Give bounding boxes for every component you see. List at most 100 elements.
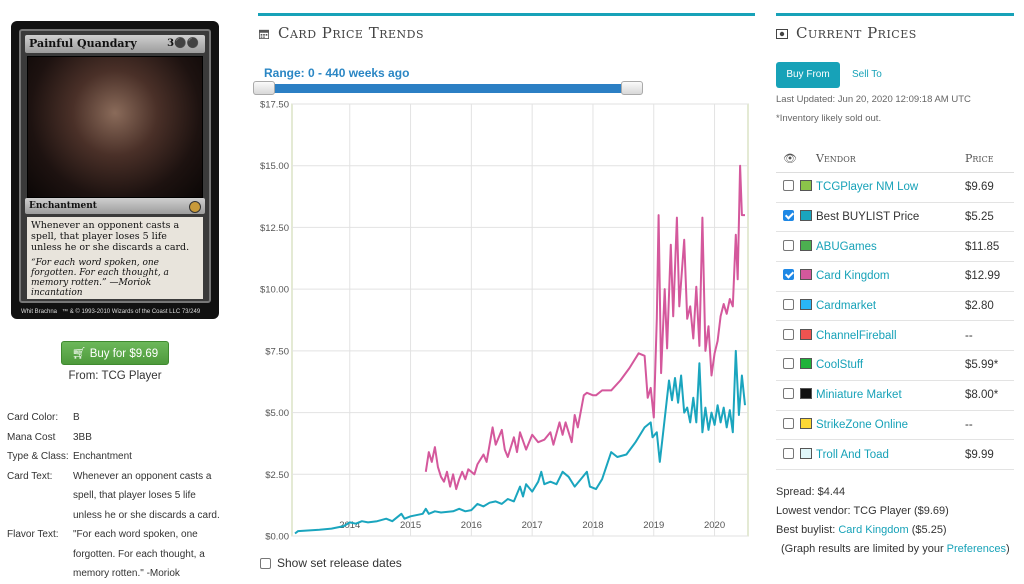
property-row: Flavor Text: "For each word spoken, one f… <box>7 525 225 584</box>
vendor-visibility-checkbox[interactable] <box>783 388 794 400</box>
price-column-header: Price <box>965 151 994 165</box>
vendor-visibility-checkbox[interactable] <box>783 239 794 251</box>
x-tick-label: 2019 <box>643 520 664 531</box>
vendor-price: -- <box>965 418 973 431</box>
vendor-name[interactable]: Miniature Market <box>816 389 902 402</box>
vendor-visibility-checkbox[interactable] <box>783 447 794 459</box>
set-symbol-icon <box>189 201 201 213</box>
card-rules-text: Whenever an opponent casts a spell, that… <box>31 220 190 253</box>
preferences-link[interactable]: Preferences <box>946 543 1006 555</box>
vendor-name[interactable]: CoolStuff <box>816 359 864 372</box>
vendor-row: TCGPlayer NM Low $9.69 <box>776 173 1014 203</box>
property-row: Mana Cost 3BB <box>7 428 225 448</box>
vendor-row: Miniature Market $8.00* <box>776 381 1014 411</box>
vendor-column-header: Vendor <box>816 151 856 165</box>
vendor-color-swatch <box>800 269 812 281</box>
card-frame: Painful Quandary 3⚫⚫ Enchantment Wheneve… <box>19 29 211 303</box>
tab-sell-to[interactable]: Sell To <box>852 69 882 80</box>
vendor-visibility-checkbox[interactable] <box>783 269 794 281</box>
y-tick-label: $10.00 <box>260 285 289 296</box>
y-tick-label: $0.00 <box>265 532 289 541</box>
property-label: Flavor Text: <box>7 529 59 540</box>
vendor-price: $5.25 <box>965 211 994 224</box>
property-value: Enchantment <box>73 451 132 462</box>
vendor-visibility-checkbox[interactable] <box>783 417 794 429</box>
vendor-visibility-checkbox[interactable] <box>783 180 794 192</box>
vendor-name[interactable]: ABUGames <box>816 240 877 253</box>
property-label: Card Color: <box>7 412 59 423</box>
vendor-visibility-checkbox[interactable] <box>783 358 794 370</box>
current-prices-heading: Current Prices <box>776 24 917 42</box>
x-tick-label: 2015 <box>400 520 421 531</box>
last-updated: Last Updated: Jun 20, 2020 12:09:18 AM U… <box>776 94 971 105</box>
vendor-color-swatch <box>800 447 812 459</box>
property-value: 3BB <box>73 431 92 443</box>
vendor-price: -- <box>965 329 973 342</box>
vendor-price: $9.69 <box>965 181 994 194</box>
lowest-vendor: Lowest vendor: TCG Player ($9.69) <box>776 505 949 517</box>
vendor-price: $9.99 <box>965 448 994 461</box>
show-release-dates-checkbox[interactable] <box>260 557 271 569</box>
vendor-price: $5.99* <box>965 359 999 372</box>
card-name: Painful Quandary <box>29 37 137 50</box>
vendor-visibility-checkbox[interactable] <box>783 328 794 340</box>
vendor-color-swatch <box>800 328 812 340</box>
vendor-price: $12.99 <box>965 270 1001 283</box>
price-trends-title: Card Price Trends <box>278 24 425 42</box>
chart-plot-area <box>291 103 749 537</box>
vendor-name[interactable]: Card Kingdom <box>816 270 890 283</box>
range-slider-track[interactable] <box>258 84 640 93</box>
show-release-dates-toggle[interactable]: Show set release dates <box>260 556 402 570</box>
section-divider <box>776 13 1014 16</box>
vendor-color-swatch <box>800 210 812 222</box>
vendor-price: $8.00* <box>965 389 999 402</box>
vendor-name: Best BUYLIST Price <box>816 211 920 224</box>
price-series-line-1 <box>294 349 746 535</box>
range-label: Range: 0 - 440 weeks ago <box>264 66 410 80</box>
card-type-bar: Enchantment <box>25 198 205 214</box>
vendor-row: Best BUYLIST Price $5.25 <box>776 203 1014 233</box>
property-row: Type & Class: Enchantment <box>7 447 225 467</box>
vendor-table: 👁︎ Vendor Price TCGPlayer NM Low $9.69 Bes… <box>776 144 1014 470</box>
tab-buy-from[interactable]: Buy From <box>776 62 840 88</box>
y-tick-label: $2.50 <box>265 470 289 481</box>
vendor-name[interactable]: ChannelFireball <box>816 329 897 342</box>
current-prices-title: Current Prices <box>796 24 917 42</box>
x-tick-label: 2020 <box>704 520 725 531</box>
price-summary: Spread: $4.44 Lowest vendor: TCG Player … <box>776 483 1010 559</box>
vendor-price: $2.80 <box>965 300 994 313</box>
x-tick-label: 2014 <box>339 520 360 531</box>
card-art <box>27 56 203 198</box>
vendor-visibility-checkbox[interactable] <box>783 210 794 222</box>
buy-button[interactable]: 🛒︎ Buy for $9.69 <box>61 341 169 365</box>
property-label: Card Text: <box>7 470 53 482</box>
vendor-row: Troll And Toad $9.99 <box>776 440 1014 470</box>
price-trends-heading: Card Price Trends <box>258 24 424 42</box>
card-mana-cost: 3⚫⚫ <box>167 38 199 49</box>
x-tick-label: 2018 <box>582 520 603 531</box>
property-value: Whenever an opponent casts a spell, that… <box>73 470 220 521</box>
vendor-color-swatch <box>800 180 812 192</box>
vendor-color-swatch <box>800 358 812 370</box>
vendor-name[interactable]: Troll And Toad <box>816 448 889 461</box>
card-title-bar: Painful Quandary 3⚫⚫ <box>25 35 205 53</box>
card-image: Painful Quandary 3⚫⚫ Enchantment Wheneve… <box>11 21 219 319</box>
range-slider-right-handle[interactable] <box>621 81 643 95</box>
card-flavor-text: “For each word spoken, one forgotten. Fo… <box>31 258 169 298</box>
vendor-name[interactable]: StrikeZone Online <box>816 418 909 431</box>
y-tick-label: $12.50 <box>260 223 289 234</box>
graph-note: (Graph results are limited by your Prefe… <box>781 543 1010 555</box>
property-value: B <box>73 412 80 423</box>
vendor-row: StrikeZone Online -- <box>776 411 1014 441</box>
property-label: Type & Class: <box>7 451 69 462</box>
property-label: Mana Cost <box>7 431 56 443</box>
best-buylist-link[interactable]: Card Kingdom <box>838 524 909 536</box>
x-tick-label: 2017 <box>522 520 543 531</box>
range-slider-left-handle[interactable] <box>253 81 275 95</box>
card-type-line: Enchantment <box>29 201 97 211</box>
spread: Spread: $4.44 <box>776 486 846 498</box>
vendor-name[interactable]: Cardmarket <box>816 300 877 313</box>
y-tick-label: $15.00 <box>260 161 289 172</box>
vendor-name[interactable]: TCGPlayer NM Low <box>816 181 919 194</box>
vendor-visibility-checkbox[interactable] <box>783 299 794 311</box>
